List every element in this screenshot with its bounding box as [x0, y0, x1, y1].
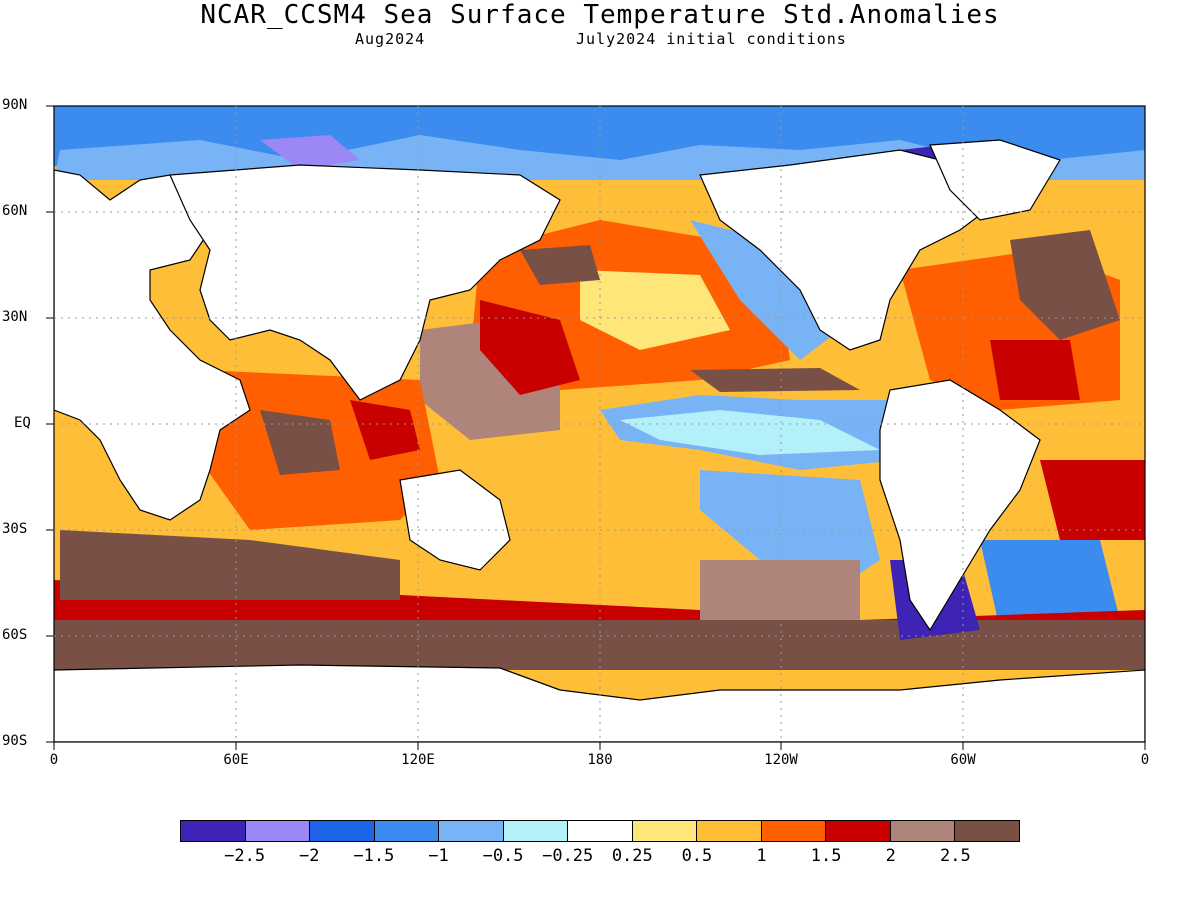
- south-atlantic-cool: [980, 540, 1120, 630]
- tropical-atlantic-very-warm: [990, 340, 1080, 400]
- colorbar-swatch: [374, 821, 440, 841]
- lon-label-0-east: 0: [1140, 752, 1150, 768]
- colorbar-label: −2: [298, 846, 320, 866]
- indian-ocean-very-warm: [350, 400, 420, 460]
- colorbar-swatch: [697, 821, 762, 841]
- colorbar-swatch: [181, 821, 246, 841]
- south-america: [879, 379, 1041, 632]
- colorbar-label: 0.25: [611, 846, 653, 866]
- initial-conditions: July2024 initial conditions: [576, 30, 847, 48]
- colorbar-label: −0.5: [482, 846, 524, 866]
- lon-label-60e: 60E: [223, 752, 249, 768]
- africa-europe: [54, 169, 251, 521]
- lon-label-60w: 60W: [950, 752, 976, 768]
- colorbar-label: 2: [885, 846, 896, 866]
- colorbar-swatch: [826, 821, 891, 841]
- colorbar-label: 1: [756, 846, 767, 866]
- north-pacific-slight: [580, 270, 730, 350]
- lon-label-180: 180: [587, 752, 613, 768]
- colorbar-label: 0.5: [681, 846, 713, 866]
- asia: [169, 164, 561, 401]
- colorbar-swatch: [503, 821, 569, 841]
- lat-label-30s: 30S: [2, 521, 28, 537]
- colorbar-label: −1: [428, 846, 449, 866]
- colorbar-swatch: [955, 821, 1019, 841]
- lat-label-60n: 60N: [2, 203, 28, 219]
- colorbar-label: 2.5: [940, 846, 971, 866]
- map-title: NCAR_CCSM4 Sea Surface Temperature Std.A…: [200, 0, 1000, 30]
- colorbar-swatch: [761, 821, 827, 841]
- east-pacific-band-extreme: [690, 368, 860, 392]
- colorbar-swatch: [632, 821, 698, 841]
- north-america: [699, 149, 1001, 351]
- australia: [399, 469, 511, 571]
- arctic-cold-patch: [260, 135, 360, 170]
- equatorial-cooler: [620, 410, 880, 455]
- greenland: [929, 139, 1061, 221]
- west-pacific-very-warm: [480, 300, 580, 395]
- south-indian-extreme: [60, 530, 400, 600]
- lon-label-120w: 120W: [764, 752, 798, 768]
- sst-anomaly-map: [46, 105, 1146, 750]
- colorbar-swatch: [439, 821, 504, 841]
- colorbar-swatch: [310, 821, 375, 841]
- lon-label-0: 0: [49, 752, 59, 768]
- lat-label-60s: 60S: [2, 627, 28, 643]
- lat-label-90s: 90S: [2, 733, 28, 749]
- north-atlantic-extreme: [1010, 230, 1120, 340]
- indian-ocean-extreme: [260, 410, 340, 475]
- colorbar-label: −0.25: [542, 846, 594, 866]
- colorbar-label: 1.5: [810, 846, 842, 866]
- east-pacific-cool: [690, 220, 840, 360]
- lon-label-120e: 120E: [401, 752, 435, 768]
- antarctica: [54, 664, 1145, 742]
- lat-label-90n: 90N: [2, 97, 28, 113]
- colorbar-swatch: [568, 821, 633, 841]
- north-pacific-extreme: [520, 245, 600, 285]
- south-pacific-high: [700, 560, 860, 620]
- south-atlantic-warm: [1040, 460, 1145, 540]
- lat-label-eq: EQ: [14, 415, 31, 431]
- colorbar: [180, 820, 1020, 842]
- forecast-month: Aug2024: [355, 30, 426, 48]
- lat-label-30n: 30N: [2, 309, 28, 325]
- tick-marks: [46, 105, 1146, 750]
- colorbar-swatch: [245, 821, 311, 841]
- colorbar-label: −2.5: [224, 846, 266, 866]
- gridlines: [54, 106, 1145, 742]
- colorbar-label: −1.5: [353, 846, 395, 866]
- colorbar-swatch: [890, 821, 956, 841]
